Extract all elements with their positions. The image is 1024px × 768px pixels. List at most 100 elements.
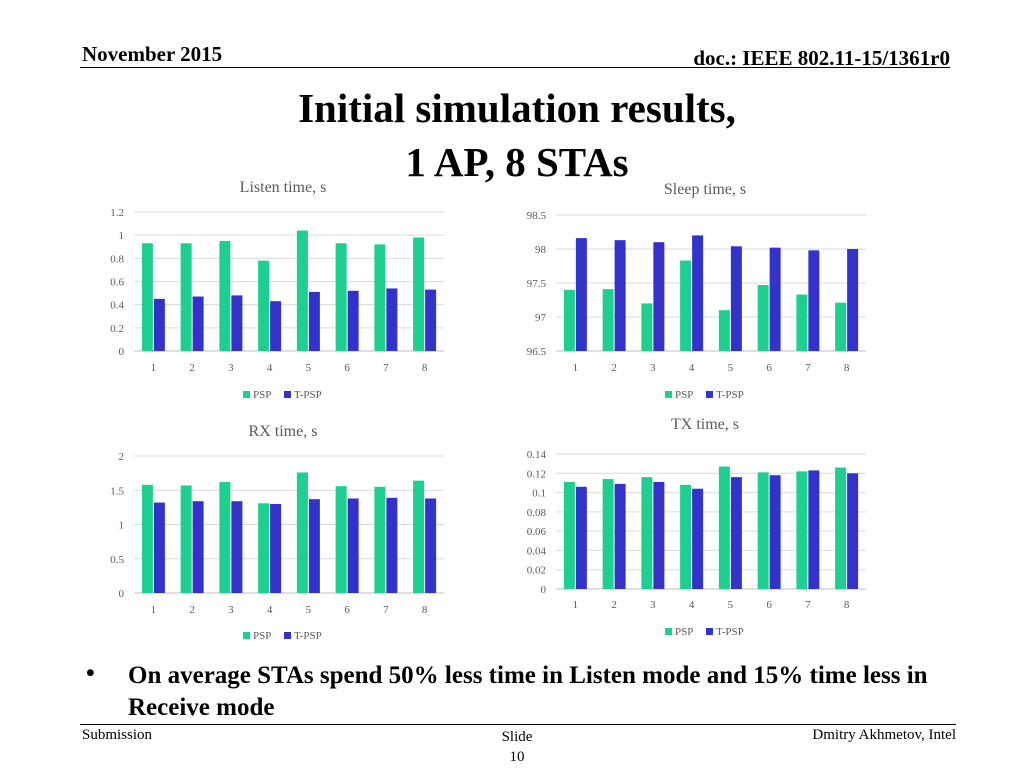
legend-swatch (243, 632, 250, 639)
x-tick-label: 3 (650, 599, 656, 611)
chart-svg: RX time, s 0 0.5 1 1.5 2 1 2 3 4 5 6 7 8 PSP T-PSP (110, 423, 444, 642)
chart-svg: Listen time, s 0 0.2 0.4 0.6 0.8 1 1.2 1 2 3 4 5 6 7 8 P… (110, 179, 444, 401)
bar-psp-2 (602, 479, 614, 589)
bar-t-psp-3 (231, 501, 243, 593)
chart-title: Sleep time, s (664, 181, 746, 198)
bar-t-psp-7 (808, 470, 820, 589)
legend-swatch (243, 391, 250, 398)
x-tick-label: 2 (611, 362, 617, 374)
y-tick-label: 0.4 (110, 300, 124, 312)
footer-submission: Submission (82, 727, 153, 743)
chart-sleep-time: Sleep time, s 96.5 97 97.5 98 98.5 1 2 3 4 5 6 7 8 PSP… (510, 172, 870, 408)
chart-svg: Sleep time, s 96.5 97 97.5 98 98.5 1 2 3 4 5 6 7 8 PSP… (527, 181, 866, 401)
bar-psp-3 (641, 303, 653, 351)
y-tick-label: 0.02 (527, 565, 546, 577)
bar-t-psp-1 (153, 502, 165, 593)
y-tick-label: 1.2 (110, 207, 124, 219)
bar-psp-8 (835, 302, 847, 351)
y-tick-label: 0.1 (532, 488, 546, 500)
y-tick-label: 0 (541, 584, 547, 596)
bullet-symbol: • (86, 660, 95, 687)
x-tick-label: 1 (151, 604, 157, 616)
x-tick-label: 4 (267, 362, 273, 374)
x-tick-label: 7 (805, 362, 811, 374)
x-tick-label: 4 (689, 599, 695, 611)
y-tick-label: 2 (119, 451, 125, 463)
x-tick-label: 2 (611, 599, 617, 611)
bar-t-psp-5 (730, 477, 742, 589)
x-tick-label: 5 (728, 362, 734, 374)
legend-label: PSP (675, 389, 693, 401)
chart-title: RX time, s (249, 423, 318, 440)
bar-t-psp-6 (347, 290, 359, 351)
x-tick-label: 4 (689, 362, 695, 374)
x-tick-label: 4 (267, 604, 273, 616)
bar-psp-5 (718, 310, 730, 351)
bar-psp-8 (413, 237, 425, 351)
bar-psp-4 (680, 484, 692, 589)
bar-psp-6 (757, 472, 769, 589)
header-divider (80, 67, 950, 68)
legend-label: T-PSP (294, 389, 322, 401)
x-tick-label: 8 (844, 362, 850, 374)
chart-tx-time: TX time, s 0 0.02 0.04 0.06 0.08 0.1 0.12 0.14 1 2… (510, 412, 870, 648)
bar-t-psp-2 (192, 501, 204, 593)
footer-slide-number: Slide 10 (480, 727, 554, 767)
y-tick-label: 97.5 (527, 278, 547, 290)
bar-psp-5 (296, 230, 308, 351)
legend-swatch (665, 391, 672, 398)
bar-psp-6 (757, 285, 769, 351)
y-tick-label: 98.5 (527, 210, 547, 222)
footer-page-number: 10 (509, 749, 525, 765)
bar-psp-3 (219, 482, 231, 593)
x-tick-label: 2 (189, 604, 195, 616)
bar-t-psp-2 (614, 240, 626, 351)
bar-t-psp-4 (270, 301, 282, 351)
x-tick-label: 3 (228, 604, 234, 616)
chart-title: Listen time, s (240, 179, 327, 196)
y-tick-label: 1.5 (110, 485, 124, 497)
x-tick-label: 5 (306, 362, 312, 374)
x-tick-label: 5 (306, 604, 312, 616)
x-tick-label: 5 (728, 599, 734, 611)
legend-swatch (706, 391, 713, 398)
legend-swatch (665, 628, 672, 635)
bar-t-psp-8 (425, 498, 437, 593)
chart-listen-time: Listen time, s 0 0.2 0.4 0.6 0.8 1 1.2 1 2 3 4 5 6 7 8 P… (88, 172, 448, 408)
bar-psp-1 (563, 481, 575, 589)
bar-t-psp-2 (614, 483, 626, 589)
chart-title: TX time, s (671, 416, 739, 433)
y-tick-label: 0.12 (527, 468, 546, 480)
x-tick-label: 8 (844, 599, 850, 611)
bar-psp-2 (602, 289, 614, 351)
bar-t-psp-4 (692, 235, 704, 351)
y-tick-label: 0.08 (527, 507, 547, 519)
bar-t-psp-5 (308, 291, 320, 351)
slide-title-line-2: 1 AP, 8 STAs (405, 139, 629, 185)
legend-label: T-PSP (716, 389, 744, 401)
y-tick-label: 0.04 (527, 545, 547, 557)
y-tick-label: 98 (535, 244, 547, 256)
y-tick-label: 1 (119, 520, 125, 532)
y-tick-label: 0 (119, 588, 125, 600)
bar-psp-8 (835, 467, 847, 589)
legend-label: T-PSP (716, 626, 744, 638)
bar-psp-3 (219, 240, 231, 351)
legend-label: T-PSP (294, 630, 322, 642)
bar-t-psp-8 (425, 289, 437, 351)
x-tick-label: 6 (344, 362, 350, 374)
bar-psp-1 (141, 484, 153, 593)
bar-t-psp-5 (308, 499, 320, 593)
bar-t-psp-5 (730, 246, 742, 351)
bar-t-psp-8 (847, 249, 859, 351)
bar-psp-8 (413, 480, 425, 593)
x-tick-label: 7 (805, 599, 811, 611)
bullet-text: On average STAs spend 50% less time in L… (128, 662, 928, 721)
bar-t-psp-2 (192, 296, 204, 351)
x-tick-label: 1 (151, 362, 157, 374)
bar-psp-7 (374, 486, 386, 593)
x-tick-label: 1 (573, 362, 579, 374)
bar-t-psp-7 (386, 288, 398, 351)
x-tick-label: 3 (650, 362, 656, 374)
bar-psp-4 (680, 260, 692, 351)
